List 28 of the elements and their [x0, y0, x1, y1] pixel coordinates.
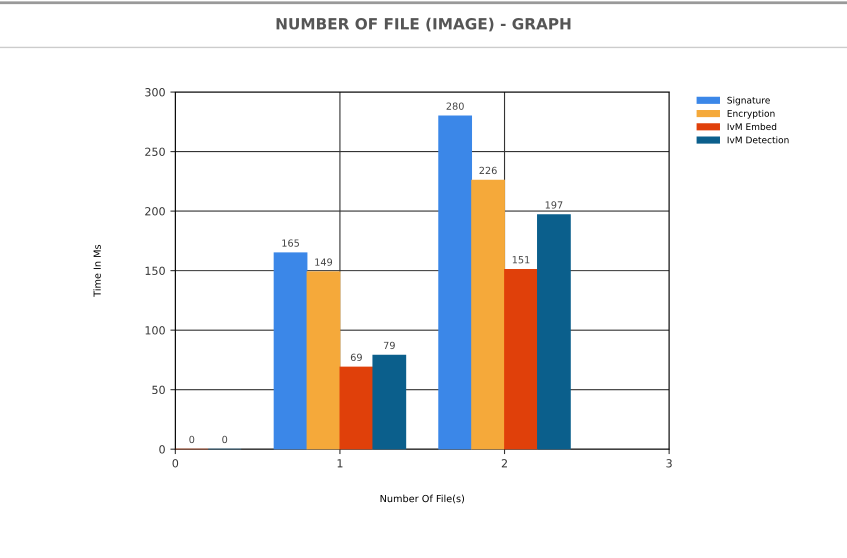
- data-label: 226: [480, 166, 497, 174]
- chart-title: NUMBER OF FILE (IMAGE) - GRAPH: [276, 18, 570, 32]
- y-axis-title: Time In Ms: [93, 244, 101, 297]
- x-tick-label: 2: [502, 459, 507, 468]
- data-label: 0: [222, 436, 228, 444]
- data-label: 0: [189, 436, 194, 444]
- data-label: 79: [384, 342, 395, 350]
- y-tick-label: 300: [145, 88, 165, 96]
- y-tick-label: 200: [145, 207, 165, 216]
- y-tick-label: 150: [146, 266, 165, 276]
- x-tick-label: 3: [666, 459, 672, 468]
- y-tick-label: 50: [152, 386, 165, 394]
- y-tick-label: 0: [159, 445, 165, 454]
- x-axis-title: Number Of File(s): [380, 494, 464, 504]
- data-label: 69: [350, 354, 362, 361]
- data-label: 165: [282, 239, 299, 247]
- data-label: 280: [446, 102, 464, 110]
- x-tick-label: 0: [172, 459, 178, 468]
- x-tick-label: 1: [338, 459, 342, 468]
- y-tick-label: 250: [145, 148, 165, 156]
- y-tick-label: 100: [146, 326, 165, 335]
- legend-label: Signature: [727, 96, 770, 106]
- data-label: 151: [512, 256, 530, 264]
- legend-label: Encryption: [728, 110, 774, 119]
- legend-label: IvM Embed: [728, 123, 776, 130]
- data-label: 197: [546, 201, 562, 209]
- data-label: 149: [315, 258, 332, 266]
- legend-label: IvM Detection: [728, 136, 789, 144]
